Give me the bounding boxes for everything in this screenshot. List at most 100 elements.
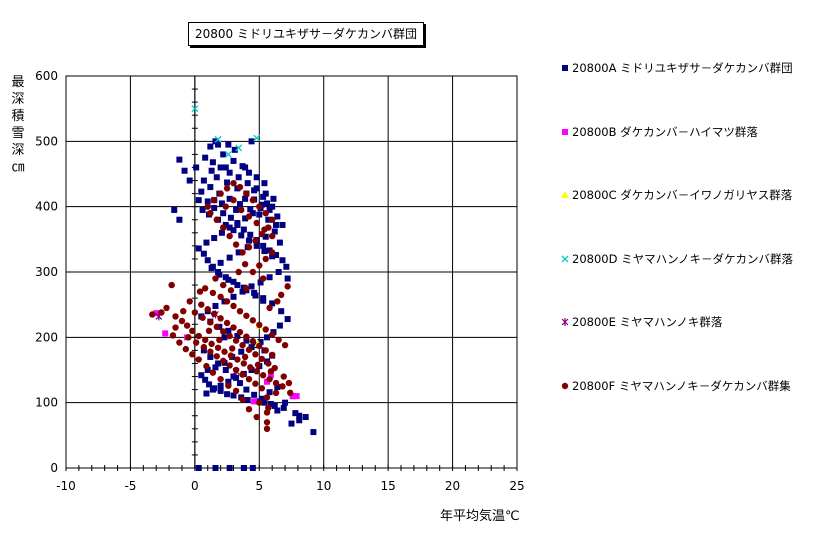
data-point bbox=[229, 345, 236, 352]
data-point bbox=[253, 219, 260, 227]
data-point bbox=[214, 344, 222, 351]
data-point bbox=[243, 337, 250, 344]
data-point bbox=[222, 367, 229, 373]
data-point bbox=[209, 289, 217, 297]
data-point bbox=[292, 410, 299, 417]
data-point bbox=[256, 399, 263, 406]
data-point bbox=[234, 356, 241, 363]
data-point bbox=[274, 383, 281, 390]
data-point bbox=[269, 253, 276, 260]
x-tick-label: 15 bbox=[381, 479, 396, 493]
data-point bbox=[186, 298, 193, 305]
data-point bbox=[256, 203, 263, 210]
data-point bbox=[258, 355, 266, 363]
legend-item: 20800B ダケカンバ－ハイマツ群落 bbox=[560, 124, 758, 140]
data-point bbox=[204, 203, 211, 210]
data-point bbox=[225, 327, 232, 334]
data-point bbox=[218, 229, 225, 236]
data-point bbox=[225, 378, 232, 385]
data-point bbox=[266, 375, 273, 383]
data-point bbox=[283, 263, 290, 270]
data-point bbox=[230, 373, 237, 380]
data-point bbox=[265, 360, 272, 367]
data-point bbox=[274, 298, 281, 305]
data-point bbox=[178, 317, 186, 325]
data-point bbox=[253, 134, 261, 142]
data-point bbox=[247, 364, 254, 371]
data-point bbox=[206, 381, 213, 388]
data-point bbox=[266, 206, 273, 213]
data-point bbox=[249, 317, 257, 324]
data-point bbox=[279, 221, 286, 228]
data-point bbox=[217, 164, 224, 171]
data-point bbox=[267, 372, 274, 379]
data-point bbox=[243, 285, 250, 292]
y-tick-label: 100 bbox=[35, 396, 58, 410]
data-point bbox=[225, 382, 232, 389]
data-point bbox=[217, 382, 224, 389]
data-point bbox=[261, 399, 268, 406]
data-point bbox=[243, 333, 250, 340]
data-point bbox=[212, 302, 219, 309]
data-point bbox=[169, 332, 177, 339]
data-point bbox=[232, 337, 240, 344]
data-point bbox=[241, 353, 249, 361]
data-point bbox=[217, 375, 224, 383]
data-point bbox=[257, 338, 264, 345]
data-point bbox=[230, 157, 237, 164]
data-point bbox=[193, 164, 200, 171]
data-point bbox=[232, 241, 240, 248]
legend-label: 20800B ダケカンバ－ハイマツ群落 bbox=[572, 124, 758, 139]
data-point bbox=[199, 314, 206, 321]
data-point bbox=[263, 409, 271, 416]
series-0 bbox=[171, 138, 317, 471]
data-point bbox=[230, 324, 237, 331]
data-point bbox=[272, 389, 280, 397]
data-point bbox=[247, 231, 254, 238]
data-point bbox=[256, 211, 263, 218]
data-point bbox=[234, 221, 241, 228]
data-point bbox=[239, 288, 246, 295]
data-point bbox=[239, 249, 246, 256]
data-point bbox=[203, 362, 210, 370]
data-point bbox=[269, 300, 276, 307]
data-point bbox=[236, 380, 243, 387]
data-point bbox=[239, 341, 246, 349]
x-tick-label: 0 bbox=[191, 479, 199, 493]
data-point bbox=[230, 196, 237, 204]
data-point bbox=[267, 400, 274, 407]
x-axis-label: 年平均気温℃ bbox=[440, 509, 520, 524]
data-point bbox=[207, 319, 214, 326]
data-point bbox=[225, 141, 232, 148]
data-point bbox=[204, 257, 211, 264]
legend-marker-shape bbox=[561, 318, 569, 326]
data-point bbox=[267, 368, 275, 375]
data-point bbox=[268, 331, 276, 338]
data-point bbox=[212, 465, 219, 471]
data-point bbox=[208, 167, 215, 174]
data-point bbox=[227, 214, 234, 221]
data-point bbox=[268, 232, 276, 240]
data-point bbox=[202, 154, 209, 161]
data-point bbox=[281, 341, 289, 349]
data-point bbox=[162, 330, 169, 337]
data-point bbox=[220, 210, 227, 217]
data-point bbox=[235, 144, 243, 152]
data-point bbox=[257, 279, 264, 286]
data-point bbox=[252, 351, 259, 358]
data-point bbox=[231, 146, 238, 153]
legend-marker-shape bbox=[562, 65, 568, 71]
data-point bbox=[249, 268, 257, 276]
data-point bbox=[261, 226, 268, 233]
data-point bbox=[226, 195, 233, 202]
data-point bbox=[296, 412, 303, 419]
data-point bbox=[263, 425, 271, 432]
legend-marker bbox=[562, 65, 568, 71]
data-point bbox=[216, 336, 223, 344]
data-point bbox=[238, 348, 245, 355]
data-point bbox=[256, 321, 263, 329]
data-point bbox=[220, 224, 227, 231]
data-point bbox=[216, 271, 223, 278]
data-point bbox=[207, 143, 214, 150]
data-point bbox=[226, 224, 233, 231]
